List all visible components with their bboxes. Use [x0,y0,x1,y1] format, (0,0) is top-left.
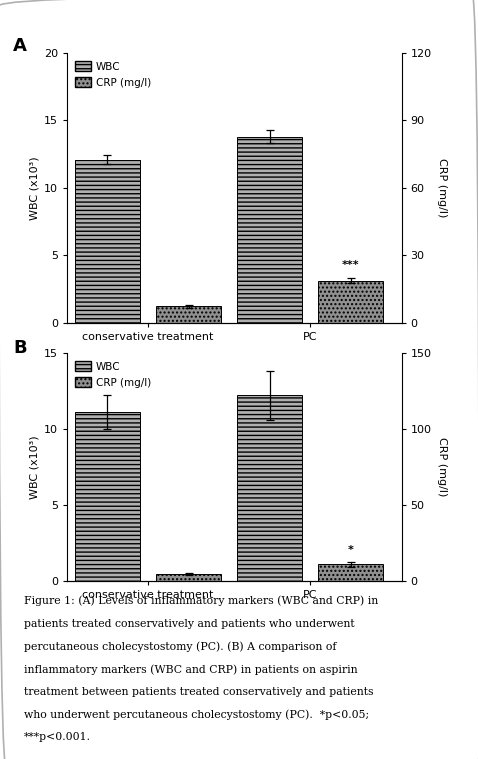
Bar [237,395,302,581]
Text: percutaneous cholecystostomy (PC). (B) A comparison of: percutaneous cholecystostomy (PC). (B) A… [24,641,337,652]
Text: treatment between patients treated conservatively and patients: treatment between patients treated conse… [24,687,373,697]
Text: Figure 1: (A) Levels of inflammatory markers (WBC and CRP) in: Figure 1: (A) Levels of inflammatory mar… [24,596,378,606]
Legend: WBC, CRP (mg/l): WBC, CRP (mg/l) [72,58,154,91]
Text: B: B [13,339,27,357]
Bar [318,281,383,323]
Text: patients treated conservatively and patients who underwent: patients treated conservatively and pati… [24,619,355,628]
Y-axis label: CRP (mg/l): CRP (mg/l) [437,437,447,496]
Text: who underwent percutaneous cholecystostomy (PC).  *p<0.05;: who underwent percutaneous cholecystosto… [24,710,369,720]
Bar [75,159,140,323]
Bar [318,564,383,581]
Text: ***p<0.001.: ***p<0.001. [24,732,91,742]
Y-axis label: WBC (x10³): WBC (x10³) [30,435,40,499]
Bar [237,137,302,323]
Legend: WBC, CRP (mg/l): WBC, CRP (mg/l) [72,358,154,391]
Y-axis label: CRP (mg/l): CRP (mg/l) [437,158,447,218]
Y-axis label: WBC (x10³): WBC (x10³) [30,156,40,219]
Bar [75,412,140,581]
Text: inflammatory markers (WBC and CRP) in patients on aspirin: inflammatory markers (WBC and CRP) in pa… [24,664,358,675]
Text: *: * [348,545,354,555]
Text: ***: *** [342,260,359,270]
Bar [156,306,221,323]
Text: A: A [13,37,27,55]
Bar [156,574,221,581]
